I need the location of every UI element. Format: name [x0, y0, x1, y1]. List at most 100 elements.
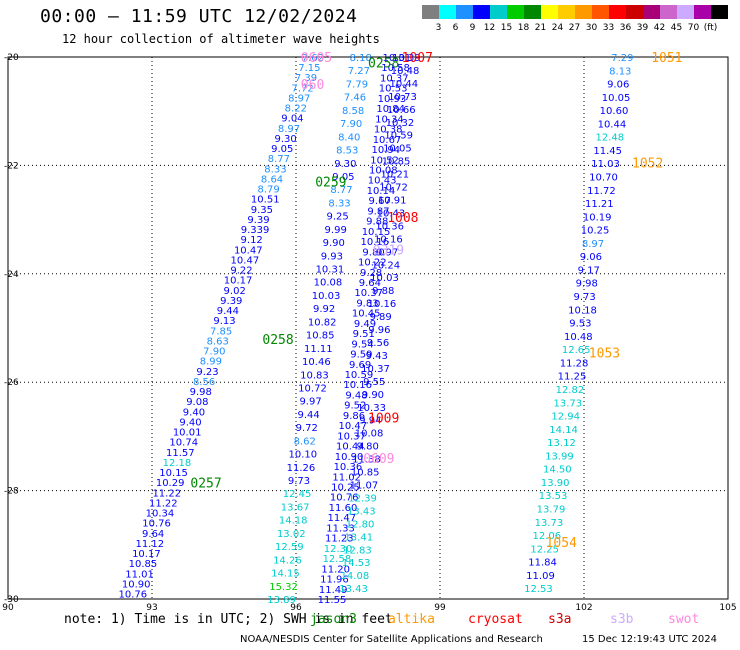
wave-height-value: 12.82 [556, 385, 585, 396]
satellite-label-swot: swot [668, 612, 700, 627]
wave-height-value: 8.79 [258, 185, 280, 196]
wave-height-value: 11.49 [319, 585, 348, 596]
wave-height-value: 10.21 [380, 170, 409, 181]
wave-height-value: 9.44 [217, 306, 239, 317]
wave-height-value: 10.59 [345, 370, 374, 381]
wave-height-value: 10.47 [338, 421, 367, 432]
color-scale-label: 18 [517, 23, 530, 33]
footer-note: note: 1) Time is in UTC; 2) SWH is in fe… [64, 612, 393, 627]
wave-height-value: 9.05 [332, 172, 354, 183]
wave-height-value: 9.73 [573, 292, 595, 303]
wave-height-value: 10.59 [384, 131, 413, 142]
plot-frame [7, 56, 729, 600]
wave-height-value: 10.60 [600, 106, 629, 117]
wave-height-value: 9.97 [376, 247, 398, 258]
wave-height-value: 13.79 [537, 504, 566, 515]
wave-height-value: 9.339 [241, 225, 270, 236]
wave-height-value: 10.18 [568, 305, 597, 316]
wave-height-value: 10.29 [156, 478, 185, 489]
wave-height-value: 10.15 [362, 227, 391, 238]
wave-height-value: 10.25 [581, 226, 610, 237]
color-swatch [575, 5, 592, 19]
wave-height-value: 9.40 [179, 417, 201, 428]
wave-height-value: 9.98 [190, 387, 212, 398]
wave-height-value: 10.01 [173, 428, 202, 439]
wave-height-value: 9.89 [370, 312, 392, 323]
wave-height-value: 10.31 [316, 265, 345, 276]
y-tick-label: -20 [4, 53, 19, 63]
color-scale-label: 27 [568, 23, 581, 33]
data-marks: 7.627.157.397.728.978.229.048.979.309.05… [118, 53, 633, 606]
wave-height-value: 11.02 [332, 472, 361, 483]
wave-height-value: 9.56 [367, 338, 389, 349]
wave-height-value: 12.65 [562, 345, 591, 356]
wave-height-value: 9.51 [353, 329, 375, 340]
color-swatch [660, 5, 677, 19]
wave-height-value: 9.67 [369, 196, 391, 207]
wave-height-value: 8.97 [278, 124, 300, 135]
wave-height-value: 8.33 [264, 164, 286, 175]
footer-credit: NOAA/NESDIS Center for Satellite Applica… [240, 634, 543, 645]
wave-height-value: 10.08 [369, 165, 398, 176]
color-swatch [524, 5, 541, 19]
wave-height-value: 9.52 [344, 401, 366, 412]
wave-height-value: 10.58 [381, 63, 410, 74]
wave-height-value: 11.45 [593, 146, 622, 157]
color-scale-label: 12 [483, 23, 496, 33]
wave-height-value: 7.39 [295, 73, 317, 84]
wave-height-value: 10.22 [358, 258, 387, 269]
wave-height-value: 13.90 [541, 478, 570, 489]
wave-height-value: 12.18 [163, 458, 192, 469]
wave-height-value: 14.26 [273, 555, 302, 566]
wave-height-value: 9.99 [325, 225, 347, 236]
pass-time-label: 1052 [632, 157, 663, 172]
color-swatch [592, 5, 609, 19]
wave-height-value: 9.69 [349, 360, 371, 371]
wave-height-value: 10.34 [375, 114, 404, 125]
wave-height-value: 9.80 [362, 247, 384, 258]
color-swatch [507, 5, 524, 19]
color-scale-label: 42 [653, 23, 666, 33]
wave-height-value: 12.06 [532, 531, 561, 542]
wave-height-value: 11.03 [591, 159, 620, 170]
satellite-label-s3a: s3a [548, 612, 572, 627]
wave-height-value: 8.97 [582, 239, 604, 250]
wave-height-value: 13.43 [339, 584, 368, 595]
wave-height-value: 13.73 [553, 398, 582, 409]
pass-time-label: 1054 [546, 536, 577, 551]
wave-height-value: 10.25 [331, 483, 360, 494]
wave-height-value: 8.99 [200, 357, 222, 368]
wave-height-value: 9.83 [356, 298, 378, 309]
wave-height-value: 10.93 [378, 94, 407, 105]
wave-height-value: 10.83 [300, 370, 329, 381]
wave-height-value: 14.18 [279, 516, 308, 527]
wave-height-value: 11.21 [585, 199, 614, 210]
wave-height-value: 11.47 [327, 513, 356, 524]
wave-height-value: 7.85 [210, 326, 232, 337]
wave-height-value: 11.01 [125, 569, 154, 580]
color-scale-label: 36 [619, 23, 632, 33]
wave-height-value: 10.52 [370, 155, 399, 166]
wave-height-value: 9.23 [196, 367, 218, 378]
wave-height-value: 11.12 [135, 539, 164, 550]
wave-height-value: 10.44 [336, 442, 365, 453]
wave-height-value: 9.40 [183, 407, 205, 418]
wave-height-value: 11.09 [526, 571, 555, 582]
wave-height-value: 12.53 [524, 584, 553, 595]
wave-height-value: 11.55 [318, 595, 347, 606]
wave-height-value: 9.17 [578, 265, 600, 276]
y-tick-label: -26 [4, 378, 19, 388]
color-swatch [677, 5, 694, 19]
wave-height-value: 14.53 [342, 558, 371, 569]
color-swatch [456, 5, 473, 19]
wave-height-value: 12.30 [324, 544, 353, 555]
x-tick-label: 93 [146, 603, 157, 613]
wave-height-value: 10.72 [298, 383, 327, 394]
color-swatch [473, 5, 490, 19]
color-swatch [643, 5, 660, 19]
wave-height-value: 8.58 [342, 106, 364, 117]
wave-height-value: 12.58 [323, 554, 352, 565]
wave-height-value: 10.85 [382, 157, 411, 168]
color-swatch [541, 5, 558, 19]
